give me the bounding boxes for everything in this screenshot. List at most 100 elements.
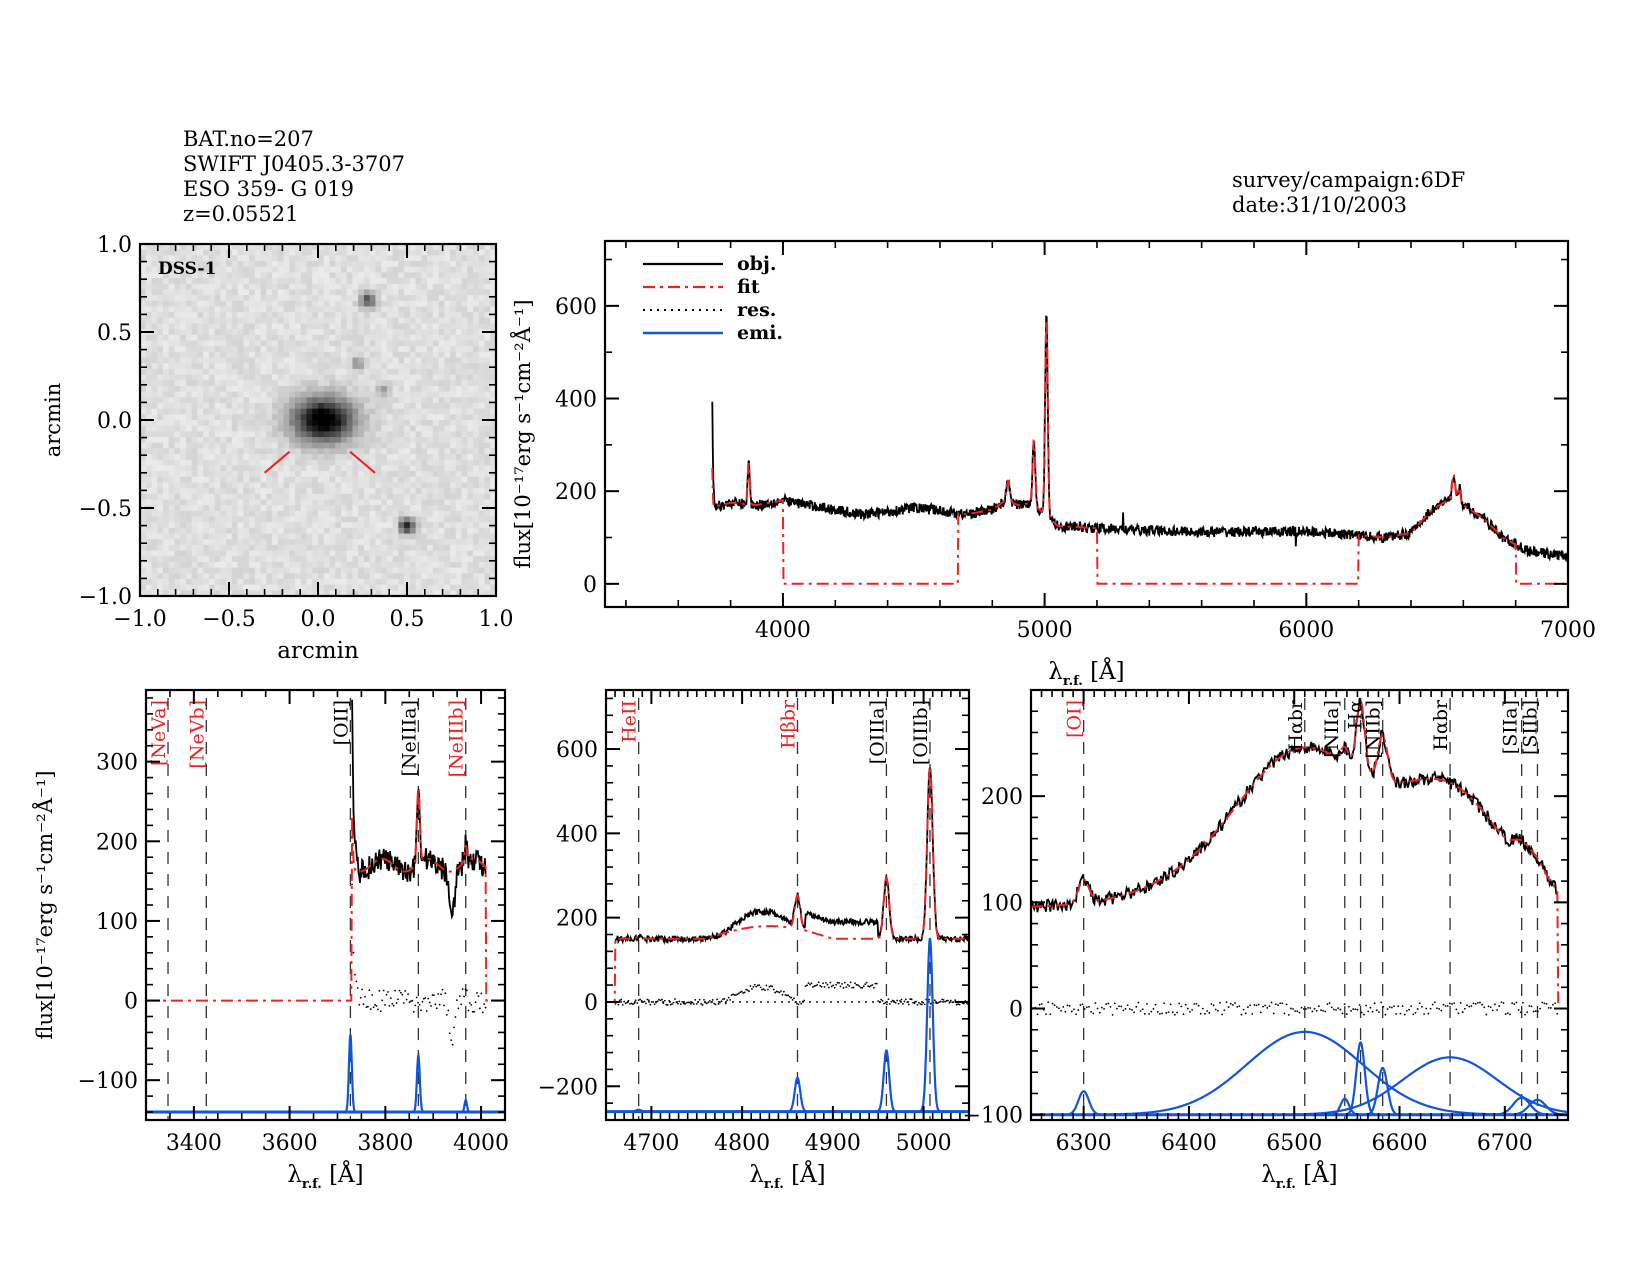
pixel [467,493,474,500]
pixel [272,363,279,370]
pixel [329,346,336,353]
pixel [358,437,365,444]
pixel [283,408,290,415]
pixel [444,437,451,444]
pixel [260,323,267,330]
residual-point [732,993,734,996]
pixel [404,283,411,290]
pixel [392,278,399,285]
pixel [277,255,285,262]
pixel [455,488,463,495]
pixel [363,278,371,285]
pixel [180,437,187,444]
pixel [254,351,262,359]
pixel [162,340,170,347]
pixel [208,420,216,427]
pixel [237,266,244,273]
pixel [358,431,365,438]
pixel [272,255,279,262]
pixel [140,533,147,540]
residual-point [841,982,843,985]
pixel [174,539,181,546]
pixel [340,295,348,302]
pixel [398,323,405,330]
pixel [203,522,210,529]
pixel [162,561,170,569]
pixel [478,448,486,455]
pixel [306,488,313,495]
pixel [467,522,474,529]
pixel [363,544,371,552]
pixel [427,527,434,535]
pixel [203,493,210,500]
pixel [203,289,210,296]
pixel [340,397,348,404]
pixel [266,306,273,313]
pixel [318,499,325,506]
pixel [478,516,486,523]
pixel [318,317,325,324]
pixel [306,573,313,580]
pixel [404,567,411,574]
pixel [381,357,388,364]
pixel [421,431,428,438]
pixel [168,476,175,483]
residual-point [694,998,697,1001]
pixel [352,527,359,535]
pixel [214,357,221,364]
pixel [162,266,170,273]
pixel [404,380,411,387]
pixel [335,374,342,381]
pixel [254,306,262,313]
pixel [191,471,198,478]
pixel [185,306,193,313]
pixel [191,550,198,557]
pixel [145,584,152,591]
pixel [392,249,399,256]
pixel [461,442,468,449]
pixel [381,385,388,393]
pixel [340,482,348,489]
pixel [415,266,422,273]
pixel [381,323,388,330]
pixel [363,261,371,268]
pixel [438,306,445,313]
pixel [432,533,440,540]
pixel [346,385,353,393]
pixel [289,533,296,540]
pixel [340,306,348,313]
pixel [478,567,486,574]
pixel [151,340,158,347]
pixel [369,488,376,495]
pixel [335,448,342,455]
pixel [208,471,216,478]
pixel [168,368,175,376]
pixel [214,300,221,307]
pixel [340,414,348,421]
pixel [151,573,158,580]
pixel [306,272,313,279]
pixel [346,516,353,523]
pixel [145,561,152,569]
pixel [478,363,486,370]
residual-point [1214,1008,1217,1011]
pixel [283,334,290,342]
residual-point [851,986,854,989]
pixel [306,476,313,483]
pixel [473,425,480,432]
pixel [346,505,353,512]
pixel [323,312,330,319]
pixel [409,351,417,359]
pixel [455,351,463,359]
pixel [289,408,296,415]
residual-point [402,1002,405,1004]
pixel [157,459,164,466]
residual-point [647,999,650,1002]
pixel [295,567,302,574]
pixel [203,505,210,512]
pixel [208,482,216,489]
residual-point [963,1002,965,1005]
pixel [415,590,422,597]
pixel [467,499,474,506]
pixel [254,346,262,353]
